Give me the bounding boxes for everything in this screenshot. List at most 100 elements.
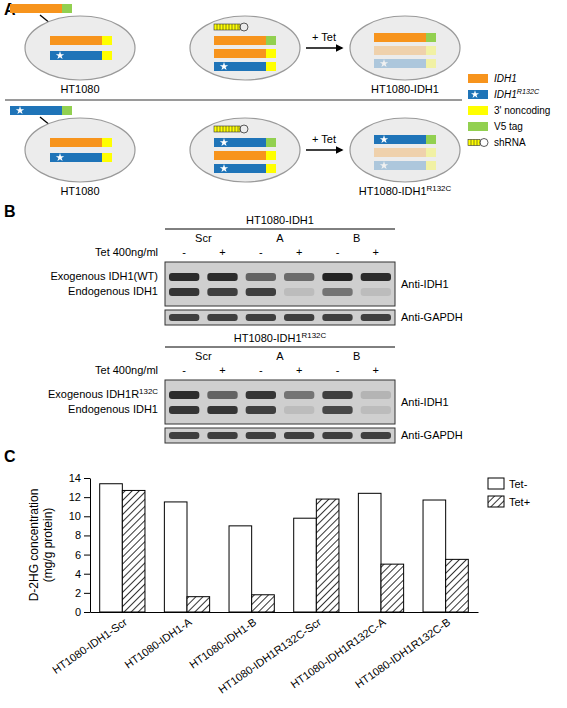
shrna-stem [214, 24, 240, 30]
band [361, 273, 391, 281]
panel-b: HT1080-IDH1ScrABTet 400ng/ml-+-+-+Exogen… [48, 214, 463, 443]
band-label: Exogenous IDH1(WT) [50, 270, 158, 282]
y-tick-label: 10 [69, 510, 81, 522]
y-tick: 8 [75, 529, 90, 541]
transcript [214, 62, 276, 71]
blot-title: HT1080-IDH1R132C [234, 331, 327, 344]
shrna-rung [223, 24, 224, 30]
band-label: Endogenous IDH1 [68, 285, 158, 297]
shrna-loop [240, 125, 248, 133]
transcript [374, 135, 436, 144]
cell-label-text: HT1080-IDH1 [359, 185, 427, 197]
shrna-rung [220, 24, 221, 30]
title-rule [165, 229, 395, 230]
y-tick-mark [84, 535, 90, 536]
bar [358, 493, 381, 612]
band [284, 406, 314, 414]
legend-label: V5 tag [494, 121, 523, 132]
mutation-star [56, 51, 64, 59]
treatment-label: + Tet [312, 133, 336, 145]
transcript [214, 49, 276, 58]
band-label-text: Endogenous IDH1 [68, 403, 158, 415]
panel-label: B [4, 203, 16, 220]
legend-label-text: shRNA [494, 137, 526, 148]
band-label-text: Endogenous IDH1 [68, 285, 158, 297]
separator [5, 99, 462, 101]
shrna-stem [214, 126, 240, 132]
y-tick: 4 [75, 568, 90, 580]
shrna-rung [232, 24, 233, 30]
mutation-star [471, 90, 479, 98]
tail-segment [62, 4, 72, 13]
legend-label: IDH1 [494, 73, 517, 84]
blot-title-text: HT1080-IDH1 [234, 332, 302, 344]
loading-band [322, 432, 352, 439]
bar [294, 518, 317, 612]
gene-segment [214, 164, 266, 173]
x-tick: HT1080-IDH1-Scr [50, 612, 129, 676]
band [361, 288, 391, 296]
y-tick-mark [84, 516, 90, 517]
legend-label-text: IDH1 [494, 89, 517, 100]
bars [100, 484, 469, 612]
tail-segment [426, 46, 436, 55]
gene-segment [214, 62, 266, 71]
condition: + [219, 246, 225, 258]
gene-segment [50, 153, 102, 162]
loading-band [322, 314, 352, 321]
y-tick-mark [84, 612, 90, 613]
y-tick-mark [84, 555, 90, 556]
y-tick: 14 [69, 472, 90, 484]
tail-segment [426, 59, 436, 68]
band [169, 288, 199, 296]
bar [252, 595, 275, 612]
legend-label-text: V5 tag [494, 121, 523, 132]
legend-label: Tet+ [509, 496, 530, 508]
shrna-rung [235, 126, 236, 132]
title-rule [165, 347, 395, 348]
y-tick-label: 4 [75, 568, 81, 580]
band [284, 288, 314, 296]
mutation-star [380, 135, 388, 143]
tail-segment [266, 164, 276, 173]
y-tick-mark [84, 478, 90, 479]
blot: HT1080-IDH1ScrABTet 400ng/ml-+-+-+Exogen… [50, 214, 462, 325]
band [169, 273, 199, 281]
bar [100, 484, 123, 612]
y-tick-label: 2 [75, 587, 81, 599]
condition: - [259, 246, 263, 258]
band-label: Exogenous IDH1R132C [48, 387, 158, 400]
condition: - [259, 364, 263, 376]
condition: + [296, 246, 302, 258]
transcript [50, 138, 112, 147]
transcript [50, 51, 112, 60]
mutation-star [56, 153, 64, 161]
blot-title: HT1080-IDH1 [246, 214, 314, 226]
band [207, 288, 237, 296]
lane-group: A [276, 232, 284, 244]
mutation-star [16, 106, 24, 114]
panel-a: HT1080+ TetHT1080-IDH1HT1080+ TetHT1080-… [5, 4, 550, 197]
y-tick-label: 12 [69, 491, 81, 503]
gene-segment [214, 151, 266, 160]
y-tick-mark [84, 593, 90, 594]
condition: + [373, 364, 379, 376]
tail-segment [266, 49, 276, 58]
transcript [374, 161, 436, 170]
arrow [306, 149, 342, 150]
shrna-rung [238, 126, 239, 132]
cell-label-sup: R132C [427, 184, 452, 193]
bar [187, 597, 210, 612]
loading-band [169, 432, 199, 439]
lane-group: B [353, 232, 360, 244]
y-tick-label: 0 [75, 606, 81, 618]
band [322, 288, 352, 296]
gene-segment [50, 51, 102, 60]
antibody-label: Anti-GAPDH [401, 311, 463, 323]
x-tick-label: HT1080-IDH1-A [122, 615, 194, 670]
x-tick: HT1080-IDH1-A [122, 612, 194, 671]
band [284, 273, 314, 281]
band-label-sup: 132C [139, 387, 158, 396]
transcript [374, 59, 436, 68]
shrna-rung [232, 126, 233, 132]
